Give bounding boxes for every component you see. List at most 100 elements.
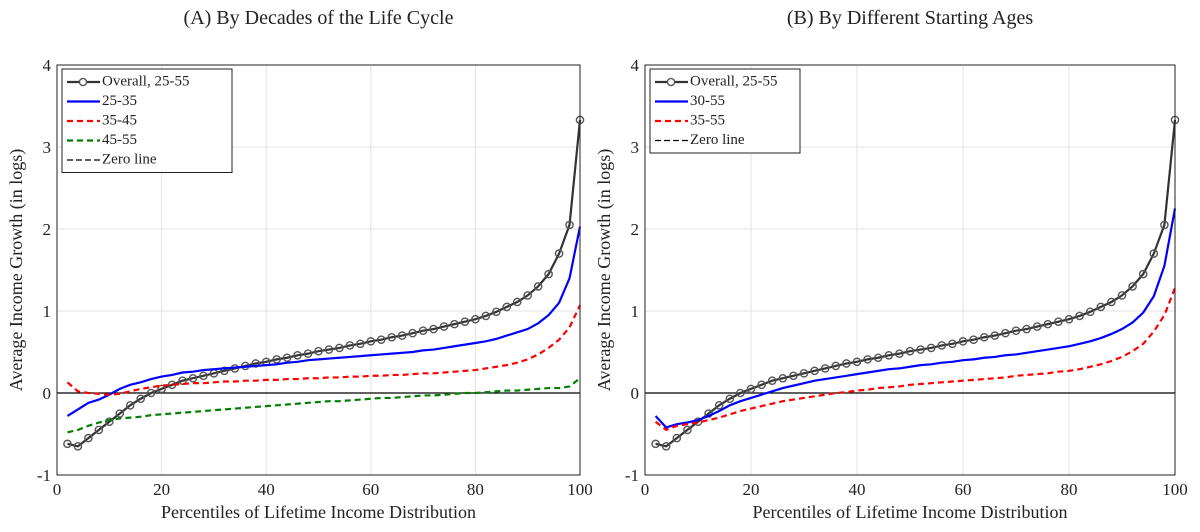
point-marker: [251, 359, 261, 368]
point-marker: [94, 425, 104, 435]
point-marker: [736, 388, 745, 398]
point-marker: [683, 425, 692, 435]
point-marker: [661, 441, 671, 451]
x-tick-label: 0: [641, 480, 650, 499]
point-marker: [1011, 326, 1021, 335]
point-marker: [767, 376, 777, 386]
point-marker: [672, 433, 682, 443]
point-marker: [1128, 282, 1137, 291]
axes-frame: [644, 64, 1176, 476]
point-marker: [905, 346, 915, 356]
x-tick-label: 60: [362, 480, 379, 499]
point-marker: [481, 311, 491, 321]
point-marker: [115, 409, 125, 418]
y-tick-label: -1: [37, 466, 51, 485]
point-marker: [178, 376, 187, 386]
point-marker: [863, 355, 872, 364]
point-marker: [272, 355, 281, 364]
point-marker: [73, 441, 83, 451]
point-marker: [958, 337, 968, 346]
x-tick-label: 60: [955, 480, 972, 499]
legend-label: 35-45: [102, 112, 137, 128]
point-marker: [1117, 291, 1127, 300]
y-axis-label: Average Income Growth (in logs): [6, 149, 27, 392]
point-marker: [366, 337, 376, 346]
point-marker: [948, 339, 957, 349]
x-tick-label: 80: [467, 480, 484, 499]
point-marker: [63, 439, 72, 449]
point-marker: [314, 346, 323, 356]
series-line: [66, 226, 582, 417]
point-marker: [1064, 314, 1074, 324]
point-marker: [757, 380, 766, 390]
point-marker: [746, 384, 756, 394]
x-tick-label: 20: [153, 480, 170, 499]
point-marker: [220, 366, 229, 376]
point-marker: [842, 359, 851, 368]
legend-label: Zero line: [102, 151, 157, 167]
legend-label: Overall, 25-55: [102, 73, 189, 89]
point-marker: [397, 331, 407, 340]
point-marker: [1138, 269, 1148, 279]
point-marker: [565, 220, 574, 230]
y-tick-label: 2: [631, 220, 640, 239]
y-tick-label: 2: [43, 220, 52, 239]
series-line: [66, 304, 581, 396]
legend: Overall, 25-55 25-35 35-45 45-55 Zero line: [61, 68, 233, 173]
point-marker: [84, 433, 93, 443]
point-marker: [324, 345, 334, 354]
point-marker: [376, 335, 386, 345]
point-marker: [157, 384, 166, 394]
point-marker: [714, 400, 724, 410]
point-marker: [1032, 322, 1042, 331]
point-marker: [725, 394, 735, 404]
point-marker: [345, 341, 355, 350]
point-marker: [884, 350, 894, 360]
y-tick-label: 1: [631, 302, 640, 321]
point-marker: [335, 343, 344, 353]
y-tick-label: 4: [631, 56, 640, 75]
y-tick-label: 3: [631, 138, 640, 157]
x-tick-label: 40: [258, 480, 275, 499]
point-marker: [852, 357, 862, 367]
y-tick-label: -1: [625, 466, 639, 485]
legend-label: 30-55: [690, 93, 725, 109]
point-marker: [1096, 302, 1106, 312]
x-tick-label: 100: [567, 480, 593, 499]
legend-label: Zero line: [690, 132, 745, 148]
y-tick-label: 0: [631, 384, 640, 403]
point-marker: [1001, 328, 1010, 338]
point-marker: [303, 349, 313, 358]
x-tick-label: 40: [849, 480, 866, 499]
point-marker: [450, 319, 459, 329]
y-tick-label: 0: [43, 384, 52, 403]
point-marker: [554, 249, 564, 258]
point-marker: [651, 439, 660, 449]
x-tick-label: 80: [1061, 480, 1078, 499]
point-marker: [1043, 319, 1053, 329]
chart-title: (A) By Decades of the Life Cycle: [184, 7, 454, 29]
point-marker: [146, 388, 156, 398]
legend-label: Overall, 25-55: [690, 73, 777, 89]
point-marker: [1107, 297, 1116, 307]
point-marker: [387, 332, 397, 342]
point-marker: [418, 326, 428, 335]
series-line: [655, 119, 1177, 448]
point-marker: [105, 417, 114, 427]
point-marker: [1149, 249, 1159, 258]
point-marker: [810, 366, 819, 376]
point-marker: [282, 353, 292, 363]
point-marker: [1054, 317, 1063, 326]
legend-label: 25-35: [102, 93, 137, 109]
point-marker: [778, 373, 788, 383]
point-marker: [799, 369, 809, 378]
legend-marker: [666, 77, 676, 87]
point-marker: [969, 335, 978, 345]
y-tick-label: 1: [43, 302, 52, 321]
point-marker: [523, 291, 533, 300]
point-marker: [1075, 311, 1084, 321]
series-line: [654, 208, 1177, 429]
